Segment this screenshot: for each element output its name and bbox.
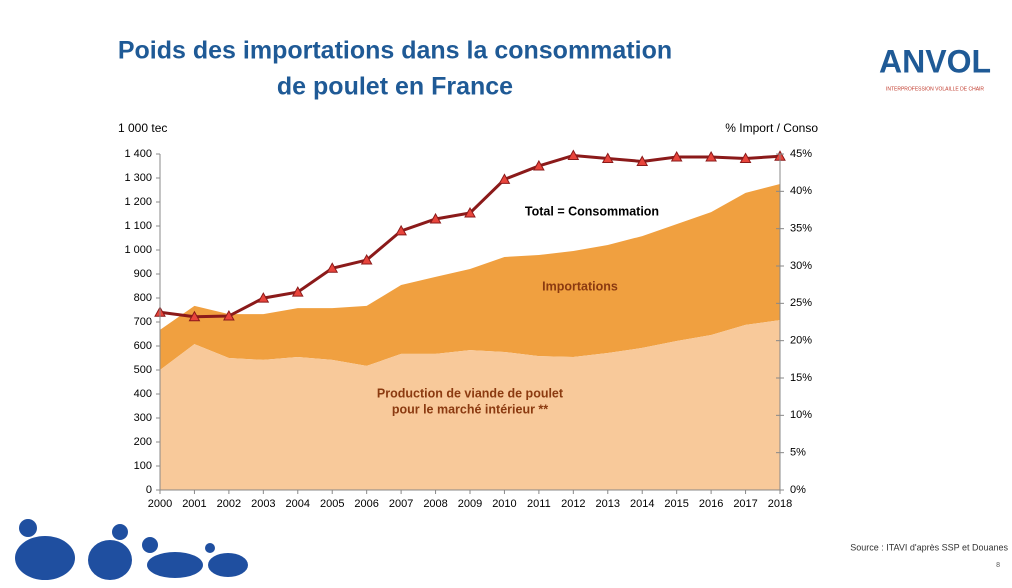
x-tick-label: 2014 — [630, 498, 654, 510]
x-tick-label: 2017 — [733, 498, 757, 510]
bird-icons — [15, 519, 248, 580]
area — [160, 320, 780, 490]
x-tick-label: 2008 — [423, 498, 447, 510]
y-tick-label: 700 — [134, 316, 152, 328]
page-number: 8 — [996, 562, 1000, 569]
y2-tick-label: 5% — [790, 447, 806, 459]
y2-tick-label: 15% — [790, 372, 812, 384]
title-line: Poids des importations dans la consommat… — [118, 37, 672, 65]
y2-tick-label: 30% — [790, 260, 812, 272]
marker — [395, 224, 407, 236]
series-label: Production de viande de poulet — [377, 386, 564, 400]
marker — [601, 152, 614, 163]
y2-tick-label: 40% — [790, 185, 812, 197]
x-tick-label: 2007 — [389, 498, 413, 510]
y2-tick-label: 45% — [790, 148, 812, 160]
x-tick-label: 2001 — [182, 498, 206, 510]
y2-tick-label: 25% — [790, 297, 812, 309]
y-tick-label: 100 — [134, 460, 152, 472]
x-tick-label: 2012 — [561, 498, 585, 510]
y2-tick-label: 0% — [790, 484, 806, 496]
series-label: Total = Consommation — [525, 204, 659, 218]
marker — [223, 309, 235, 321]
y-tick-label: 1 300 — [124, 172, 152, 184]
y-axis-label: 1 000 tec — [118, 121, 167, 135]
marker — [533, 159, 545, 171]
area — [160, 184, 780, 370]
y-tick-label: 1 400 — [124, 148, 152, 160]
x-tick-label: 2006 — [354, 498, 378, 510]
y-tick-label: 1 000 — [124, 244, 152, 256]
marker — [739, 152, 752, 163]
y2-tick-label: 20% — [790, 335, 812, 347]
x-tick-label: 2013 — [596, 498, 620, 510]
x-tick-label: 2005 — [320, 498, 344, 510]
y-tick-label: 600 — [134, 340, 152, 352]
x-tick-label: 2018 — [768, 498, 792, 510]
x-tick-label: 2011 — [527, 498, 551, 510]
marker — [464, 206, 476, 218]
x-tick-label: 2015 — [664, 498, 688, 510]
y2-axis-label: % Import / Conso — [725, 121, 818, 135]
y-tick-label: 800 — [134, 292, 152, 304]
x-tick-label: 2009 — [458, 498, 482, 510]
y2-tick-label: 35% — [790, 223, 812, 235]
y-tick-label: 300 — [134, 412, 152, 424]
marker — [257, 292, 270, 303]
marker — [429, 212, 442, 224]
marker — [360, 253, 373, 265]
source: Source : ITAVI d'après SSP et Douanes — [850, 542, 1008, 552]
y-tick-label: 1 100 — [124, 220, 152, 232]
x-tick-label: 2016 — [699, 498, 723, 510]
y2-tick-label: 10% — [790, 409, 812, 421]
y-tick-label: 200 — [134, 436, 152, 448]
marker — [291, 286, 304, 297]
y-tick-label: 400 — [134, 388, 152, 400]
y-tick-label: 0 — [146, 484, 152, 496]
marker — [636, 155, 649, 166]
marker — [326, 262, 339, 273]
x-tick-label: 2003 — [251, 498, 275, 510]
marker — [188, 310, 201, 322]
y-tick-label: 1 200 — [124, 196, 152, 208]
y-tick-label: 900 — [134, 268, 152, 280]
logo: ANVOL — [879, 43, 991, 79]
marker — [498, 173, 511, 184]
title-line: de poulet en France — [277, 73, 513, 101]
logo-subtitle: INTERPROFESSION VOLAILLE DE CHAIR — [886, 86, 984, 92]
x-tick-label: 2004 — [286, 498, 310, 510]
marker — [567, 149, 580, 160]
marker — [670, 150, 683, 162]
x-tick-label: 2002 — [217, 498, 241, 510]
marker — [705, 150, 717, 162]
x-tick-label: 2010 — [492, 498, 516, 510]
series-label: Importations — [542, 279, 618, 293]
y-tick-label: 500 — [134, 364, 152, 376]
series-label: pour le marché intérieur ** — [392, 402, 548, 416]
plot: Production de viande de poulet pour le ma… — [118, 121, 818, 510]
x-tick-label: 2000 — [148, 498, 172, 510]
